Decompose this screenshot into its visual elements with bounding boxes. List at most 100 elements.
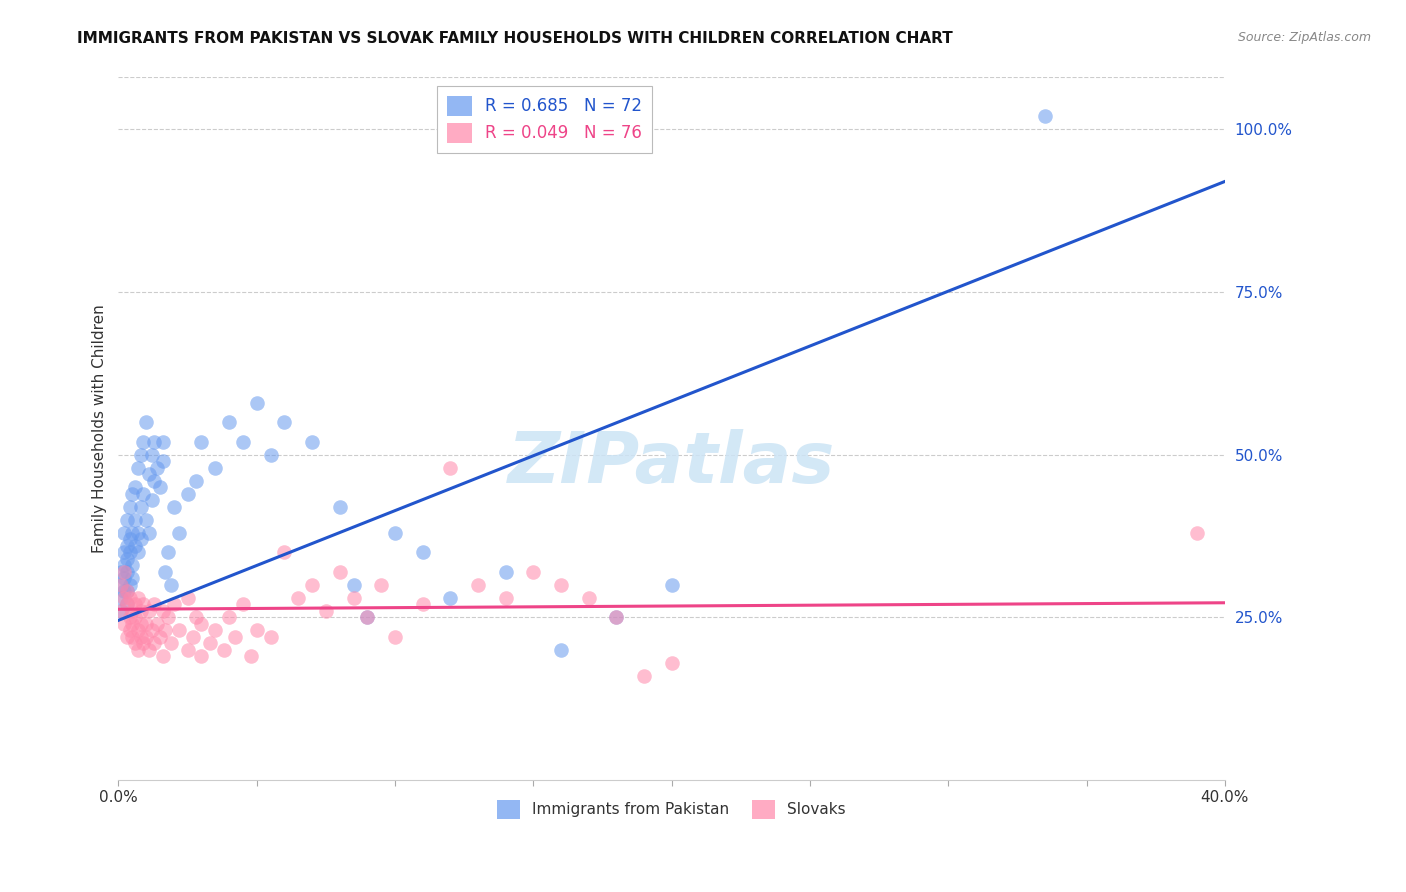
Point [112,565,135,579]
Point [112,571,135,585]
Point [578,591,600,605]
Point [135,415,157,429]
Point [315,603,337,617]
Point [157,610,180,624]
Point [1185,525,1208,540]
Point [218,415,240,429]
Point [467,577,489,591]
Point [124,539,146,553]
Point [198,636,221,650]
Point [301,577,323,591]
Point [157,545,180,559]
Point [132,434,155,449]
Point [129,500,152,514]
Point [115,630,138,644]
Point [143,474,166,488]
Point [110,603,132,617]
Point [184,610,207,624]
Point [112,591,135,605]
Point [121,603,143,617]
Point [146,460,169,475]
Point [138,603,160,617]
Point [149,480,172,494]
Point [124,512,146,526]
Point [118,610,141,624]
Point [115,551,138,566]
Point [633,668,655,682]
Legend: Immigrants from Pakistan, Slovaks: Immigrants from Pakistan, Slovaks [491,794,852,824]
Point [495,565,517,579]
Point [146,616,169,631]
Point [124,480,146,494]
Point [141,623,163,637]
Point [127,623,149,637]
Point [127,642,149,657]
Point [138,467,160,481]
Point [550,577,572,591]
Point [115,597,138,611]
Point [495,591,517,605]
Point [121,558,143,572]
Point [329,500,352,514]
Point [370,577,392,591]
Point [439,460,461,475]
Point [115,512,138,526]
Point [110,591,132,605]
Point [342,577,364,591]
Point [132,486,155,500]
Point [273,545,295,559]
Point [273,415,295,429]
Point [605,610,627,624]
Point [115,565,138,579]
Point [112,545,135,559]
Point [152,434,174,449]
Point [287,591,309,605]
Point [661,577,683,591]
Point [121,486,143,500]
Point [129,603,152,617]
Point [129,630,152,644]
Point [135,616,157,631]
Point [412,545,434,559]
Point [127,525,149,540]
Point [661,656,683,670]
Point [118,545,141,559]
Point [190,434,212,449]
Point [118,532,141,546]
Point [218,610,240,624]
Point [135,512,157,526]
Point [115,597,138,611]
Point [160,577,183,591]
Point [121,525,143,540]
Point [384,630,406,644]
Point [232,434,254,449]
Point [412,597,434,611]
Point [224,630,246,644]
Point [301,434,323,449]
Point [118,623,141,637]
Y-axis label: Family Households with Children: Family Households with Children [93,304,107,553]
Point [115,584,138,599]
Point [121,616,143,631]
Point [138,642,160,657]
Point [115,539,138,553]
Point [149,630,172,644]
Text: Source: ZipAtlas.com: Source: ZipAtlas.com [1237,31,1371,45]
Point [138,525,160,540]
Point [155,565,177,579]
Point [124,597,146,611]
Point [605,610,627,624]
Point [124,610,146,624]
Point [155,623,177,637]
Point [132,636,155,650]
Point [112,616,135,631]
Point [169,525,191,540]
Point [152,649,174,664]
Point [356,610,378,624]
Point [118,577,141,591]
Point [110,565,132,579]
Point [184,474,207,488]
Point [169,623,191,637]
Point [152,603,174,617]
Point [121,630,143,644]
